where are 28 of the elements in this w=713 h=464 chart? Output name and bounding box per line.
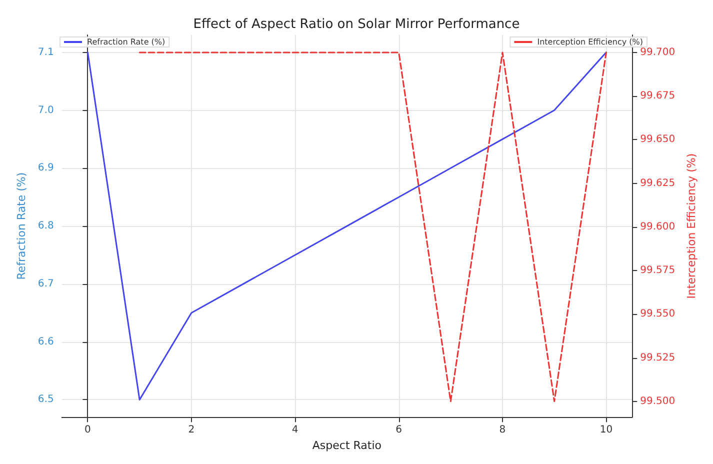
y-tick-label: 6.5 bbox=[38, 394, 54, 406]
y2-tick-label: 99.675 bbox=[640, 90, 676, 102]
y-axis-title: Refraction Rate (%) bbox=[15, 172, 28, 280]
y2-tick-label: 99.700 bbox=[640, 46, 676, 58]
x-tick-label: 2 bbox=[188, 424, 195, 436]
y2-tick-label: 99.550 bbox=[640, 308, 676, 320]
y-tick-label: 6.9 bbox=[38, 162, 54, 174]
y2-tick-label: 99.575 bbox=[640, 265, 676, 276]
x-tick-label: 10 bbox=[600, 424, 613, 436]
y2-tick-label: 99.600 bbox=[640, 221, 676, 232]
y-tick-label: 6.8 bbox=[38, 220, 54, 232]
legend-label: Refraction Rate (%) bbox=[87, 38, 166, 46]
y-tick-label: 7.0 bbox=[38, 104, 54, 116]
x-tick-label: 6 bbox=[396, 424, 402, 436]
y-tick-label: 6.7 bbox=[38, 278, 54, 290]
legend-label: Interception Efficiency (%) bbox=[537, 38, 644, 46]
y-tick-label: 6.6 bbox=[38, 336, 54, 348]
x-axis-title: Aspect Ratio bbox=[312, 439, 382, 452]
y2-tick-label: 99.525 bbox=[640, 352, 676, 364]
y2-tick-label: 99.500 bbox=[640, 396, 676, 407]
x-tick-label: 4 bbox=[292, 424, 298, 436]
x-tick-label: 8 bbox=[499, 424, 506, 436]
y2-tick-label: 99.650 bbox=[640, 134, 676, 146]
chart-title: Effect of Aspect Ratio on Solar Mirror Performance bbox=[193, 17, 520, 32]
x-tick-label: 0 bbox=[84, 424, 91, 436]
y2-axis-title: Interception Efficiency (%) bbox=[685, 153, 698, 299]
y2-tick-label: 99.625 bbox=[640, 178, 676, 189]
y-tick-label: 7.1 bbox=[38, 46, 54, 58]
